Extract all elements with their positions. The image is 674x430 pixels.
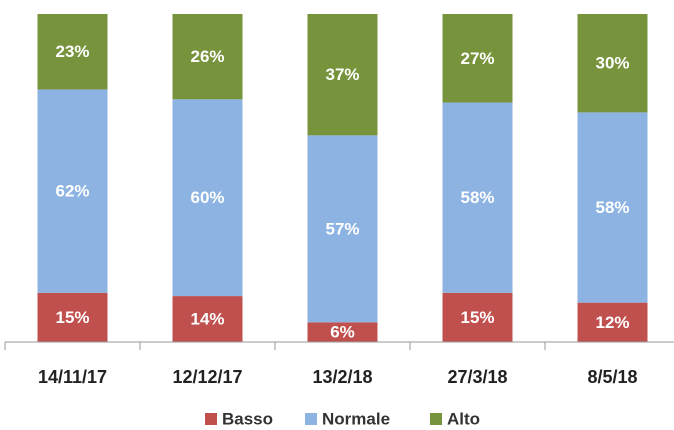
value-label: 30% bbox=[595, 54, 629, 73]
bar-segment bbox=[307, 14, 378, 136]
value-label: 23% bbox=[55, 42, 89, 61]
legend-label: Normale bbox=[322, 409, 390, 428]
bar-segment bbox=[172, 14, 243, 100]
legend-swatch bbox=[430, 413, 442, 425]
bar-segment bbox=[307, 322, 378, 342]
x-tick-label: 13/2/18 bbox=[312, 367, 372, 387]
legend-label: Basso bbox=[222, 409, 273, 428]
bar-segment bbox=[577, 14, 648, 113]
value-label: 62% bbox=[55, 182, 89, 201]
x-tick-label: 12/12/17 bbox=[172, 367, 242, 387]
bar-segment bbox=[37, 292, 108, 342]
bar-segment bbox=[442, 102, 513, 293]
value-label: 37% bbox=[325, 65, 359, 84]
legend-swatch bbox=[305, 413, 317, 425]
legend-swatch bbox=[205, 413, 217, 425]
value-label: 26% bbox=[190, 47, 224, 66]
x-tick-label: 27/3/18 bbox=[447, 367, 507, 387]
x-tick-label: 8/5/18 bbox=[587, 367, 637, 387]
bar-segment bbox=[307, 135, 378, 323]
value-label: 27% bbox=[460, 49, 494, 68]
value-label: 12% bbox=[595, 313, 629, 332]
bar-segment bbox=[37, 89, 108, 293]
value-label: 57% bbox=[325, 219, 359, 238]
bar-segment bbox=[577, 112, 648, 303]
bar-segment bbox=[37, 14, 108, 90]
value-label: 6% bbox=[330, 323, 355, 342]
value-label: 58% bbox=[460, 188, 494, 207]
bar-segment bbox=[172, 99, 243, 297]
value-label: 15% bbox=[460, 308, 494, 327]
legend-label: Alto bbox=[447, 409, 480, 428]
bar-segment bbox=[442, 292, 513, 342]
value-label: 58% bbox=[595, 198, 629, 217]
value-label: 15% bbox=[55, 308, 89, 327]
value-label: 60% bbox=[190, 188, 224, 207]
bar-segment bbox=[172, 296, 243, 342]
x-tick-label: 14/11/17 bbox=[38, 367, 107, 387]
bar-segment bbox=[577, 302, 648, 342]
value-label: 14% bbox=[190, 310, 224, 329]
bar-segment bbox=[442, 14, 513, 103]
